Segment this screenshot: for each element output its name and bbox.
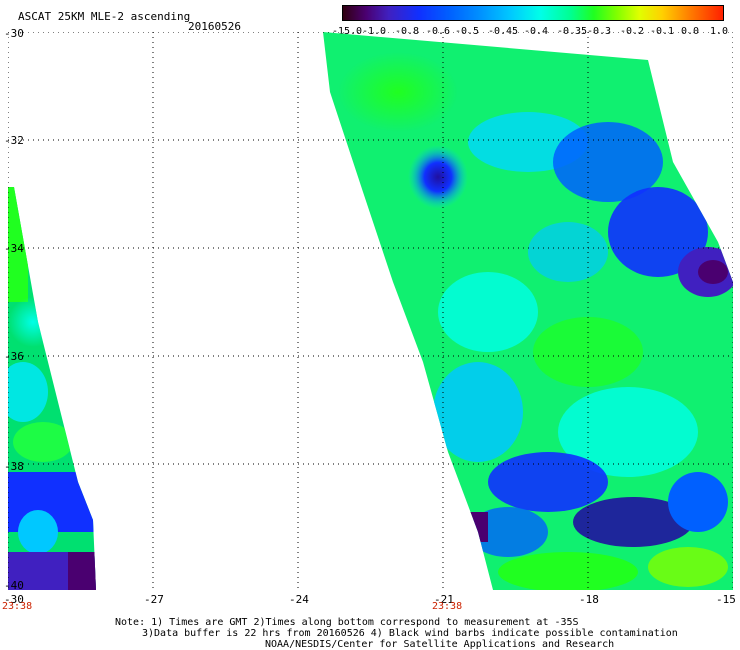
colorbar-label: -15.0: [331, 26, 363, 37]
colorbar: [342, 5, 724, 21]
swath-time-main: 23:38: [432, 601, 463, 612]
x-axis-label: -18: [579, 593, 599, 606]
note-line-2: 3)Data buffer is 22 hrs from 20160526 4)…: [142, 628, 678, 639]
y-axis-label: -34: [4, 242, 24, 255]
colorbar-label: 0.0: [680, 26, 700, 37]
colorbar-label: -0.2: [619, 26, 645, 37]
y-axis-label: -38: [4, 460, 24, 473]
colorbar-label: -0.35: [556, 26, 588, 37]
map-date: 20160526: [188, 20, 241, 33]
note-line-1: Note: 1) Times are GMT 2)Times along bot…: [115, 617, 579, 628]
x-axis-label: -24: [289, 593, 309, 606]
main-swath: [323, 32, 733, 590]
y-axis-label: -36: [4, 350, 24, 363]
colorbar-label: -0.5: [454, 26, 480, 37]
y-axis-label: -40: [4, 579, 24, 592]
colorbar-label: -0.8: [394, 26, 420, 37]
x-axis-label: -27: [144, 593, 164, 606]
x-axis-label: -21: [434, 593, 454, 606]
colorbar-label: -0.4: [523, 26, 549, 37]
y-axis-label: -32: [4, 134, 24, 147]
map-plot-area: [8, 32, 733, 590]
colorbar-label: -0.1: [649, 26, 675, 37]
x-axis-label: -30: [4, 593, 24, 606]
grid-lines: [8, 32, 733, 590]
map-title: ASCAT 25KM MLE-2 ascending: [18, 10, 191, 23]
x-axis-label: -15: [716, 593, 736, 606]
note-line-3: NOAA/NESDIS/Center for Satellite Applica…: [265, 639, 615, 650]
swath-map: [8, 32, 733, 590]
y-axis-label: -30: [4, 27, 24, 40]
swath-time-left: 23:38: [2, 601, 33, 612]
